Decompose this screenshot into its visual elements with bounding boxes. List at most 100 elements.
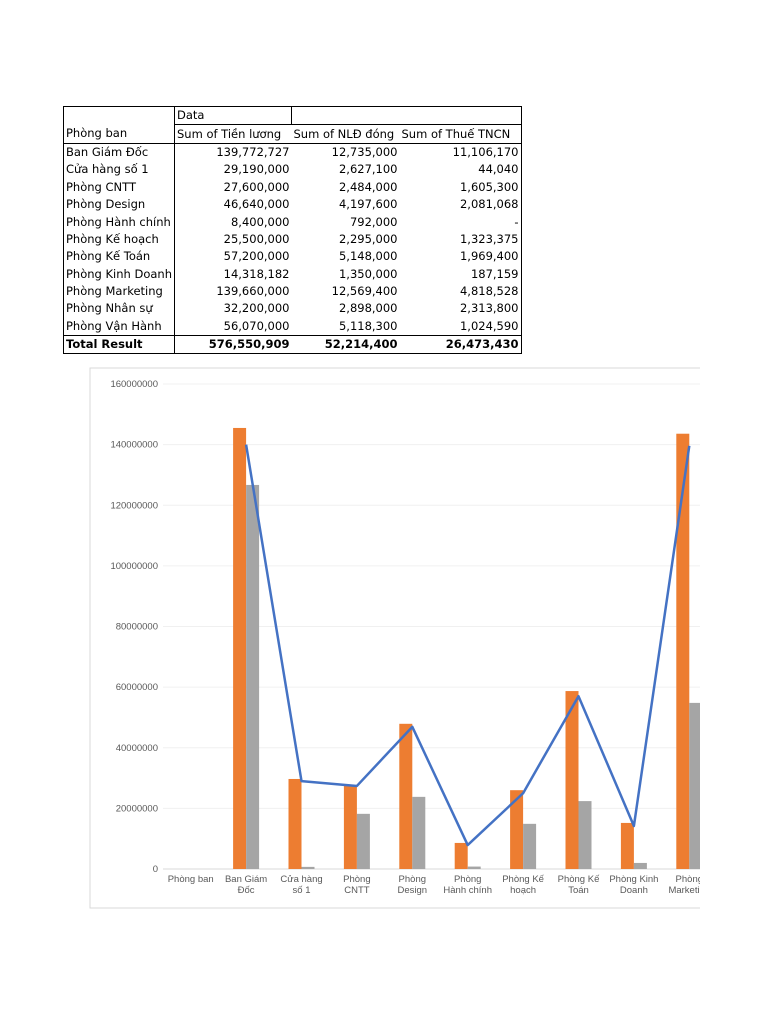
table-cell: Phòng CNTT	[63, 178, 175, 196]
table-cell: 29,190,000	[174, 161, 292, 179]
x-tick-label: Phòng Kế hoạch	[502, 874, 544, 896]
bar	[233, 427, 247, 869]
table-cell: 2,081,068	[399, 195, 522, 214]
label-line: Hành chính	[443, 885, 492, 896]
x-tick-label: Phòng Design	[398, 874, 428, 896]
table-row: Phòng CNTT 27,600,000 2,484,000 1,605,300	[63, 178, 522, 196]
table-cell: 44,040	[399, 161, 522, 179]
bar	[246, 484, 260, 869]
table-cell: 11,106,170	[399, 143, 522, 162]
table-cell: Phòng Marketing	[63, 282, 175, 301]
table-cell: 14,318,182	[174, 265, 292, 283]
bar	[454, 842, 468, 869]
bar	[565, 691, 579, 869]
table-cell: 1,350,000	[338, 266, 398, 281]
bar	[523, 823, 537, 869]
table-row: Phòng Design 46,640,000 4,197,600 2,081,068	[63, 195, 522, 214]
table-cell: 25,500,000	[174, 230, 292, 249]
table-row: Phòng Marketing 139,660,000 12,569,400 4,81…	[63, 282, 522, 301]
label-line: Ban Giám	[225, 874, 267, 885]
table-cell: 12,735,000	[331, 144, 398, 159]
x-tick-label: Ban Giám Đốc	[225, 874, 267, 896]
table-row: Cửa hàng số 1 29,190,000 2,627,100 44,040	[63, 161, 522, 179]
table-cell: 2,313,800	[399, 300, 522, 318]
bar	[578, 801, 592, 869]
table-cell	[291, 105, 522, 126]
label-line: Phòng	[399, 874, 426, 885]
y-tick-label: 160000000	[110, 379, 158, 390]
table-row: Phòng Kế hoạch 25,500,000 2,295,000 1,323,3…	[63, 230, 522, 249]
total-row: Total Result 576,550,909 52,214,400 26,473,…	[63, 335, 522, 355]
corner-label: Data	[174, 105, 292, 126]
label-line: Marketing	[668, 885, 710, 896]
label-line: Phòng ban	[168, 874, 214, 885]
bar	[356, 813, 370, 869]
x-tick-label: Phòng Marketing	[668, 874, 710, 896]
label-line: Phòng Kế	[502, 874, 544, 885]
bar	[633, 862, 647, 869]
bar	[301, 866, 315, 869]
bar	[510, 790, 524, 869]
label-line: Design	[398, 885, 428, 896]
bar	[399, 723, 413, 869]
table-cell: 5,118,300	[338, 318, 398, 333]
table-cell: Cửa hàng số 1	[63, 161, 175, 179]
bar	[467, 866, 481, 869]
table-cell: 187,159	[399, 265, 522, 283]
bar	[676, 433, 690, 869]
table-row: Data	[63, 105, 522, 126]
table-row: Phòng Kế Toán 57,200,000 5,148,000 1,969,40…	[63, 248, 522, 266]
table-cell: 2,627,100	[338, 162, 398, 177]
x-tick-label: Phòng Hành chính	[443, 874, 492, 896]
y-tick-label: 120000000	[110, 500, 158, 511]
table-cell: 57,200,000	[174, 248, 292, 266]
y-tick-label: 0	[153, 864, 158, 875]
table-cell: Phòng Design	[63, 195, 175, 214]
table-cell: 52,214,400	[291, 335, 400, 355]
table-cell: 56,070,000	[174, 317, 292, 336]
table-cell: 576,550,909	[174, 335, 292, 355]
header-cell: Sum of Thuế TNCN	[399, 124, 522, 144]
bar	[288, 778, 302, 869]
table-cell: Phòng Vận Hành	[63, 317, 175, 336]
label-line: Phòng	[454, 874, 481, 885]
y-tick-label: 40000000	[116, 743, 158, 754]
table-cell: 27,600,000	[174, 178, 292, 196]
table-cell: 32,200,000	[174, 300, 292, 318]
table-cell: -	[399, 213, 522, 231]
table-cell: 12,569,400	[331, 284, 398, 299]
x-tick-label: Phòng ban	[168, 874, 214, 885]
table-cell: 1,024,590	[399, 317, 522, 336]
y-tick-label: 20000000	[116, 803, 158, 814]
table-cell: 1,969,400	[399, 248, 522, 266]
table-cell: Phòng Kế hoạch	[63, 230, 175, 249]
label-line: Phòng Kế	[558, 874, 600, 885]
x-tick-label: Phòng Kinh Doanh	[609, 874, 658, 896]
table-cell: 1,323,375	[399, 230, 522, 249]
table-cell: 2,898,000	[338, 301, 398, 316]
table-row: Phòng Kinh Doanh 14,318,182 1,350,000 187,1…	[63, 265, 522, 283]
label-line: Cửa hàng	[280, 874, 322, 885]
table-row: Phòng Nhân sự 32,200,000 2,898,000 2,313,80…	[63, 300, 522, 318]
bar	[689, 702, 700, 869]
header-cell: Phòng ban	[63, 124, 175, 144]
table-cell: Phòng Kinh Doanh	[63, 265, 175, 283]
label-line: Toán	[568, 885, 589, 896]
table-row: Phòng Hành chính 8,400,000 792,000-	[63, 213, 522, 231]
label-line: CNTT	[344, 885, 370, 896]
label-line: Phòng	[343, 874, 370, 885]
bar	[412, 796, 426, 869]
header-cell: Sum of Tiền lương	[174, 124, 292, 144]
table-cell: Ban Giám Đốc	[63, 143, 175, 162]
bar	[343, 785, 357, 869]
plot: 0 20000000 40000000 60000000 80000000 1000000…	[110, 379, 710, 896]
table-cell: 2,484,000	[338, 179, 398, 194]
label-line: Phòng	[676, 874, 703, 885]
header-row: Phòng ban Sum of Tiền lương Sum of NLĐ đón…	[63, 124, 522, 144]
table-cell: 139,772,727	[174, 143, 292, 162]
table-cell: 792,000	[349, 214, 398, 229]
table-cell: 46,640,000	[174, 195, 292, 214]
label-line: Phòng Kinh	[609, 874, 658, 885]
table-cell: Phòng Hành chính	[63, 213, 175, 231]
